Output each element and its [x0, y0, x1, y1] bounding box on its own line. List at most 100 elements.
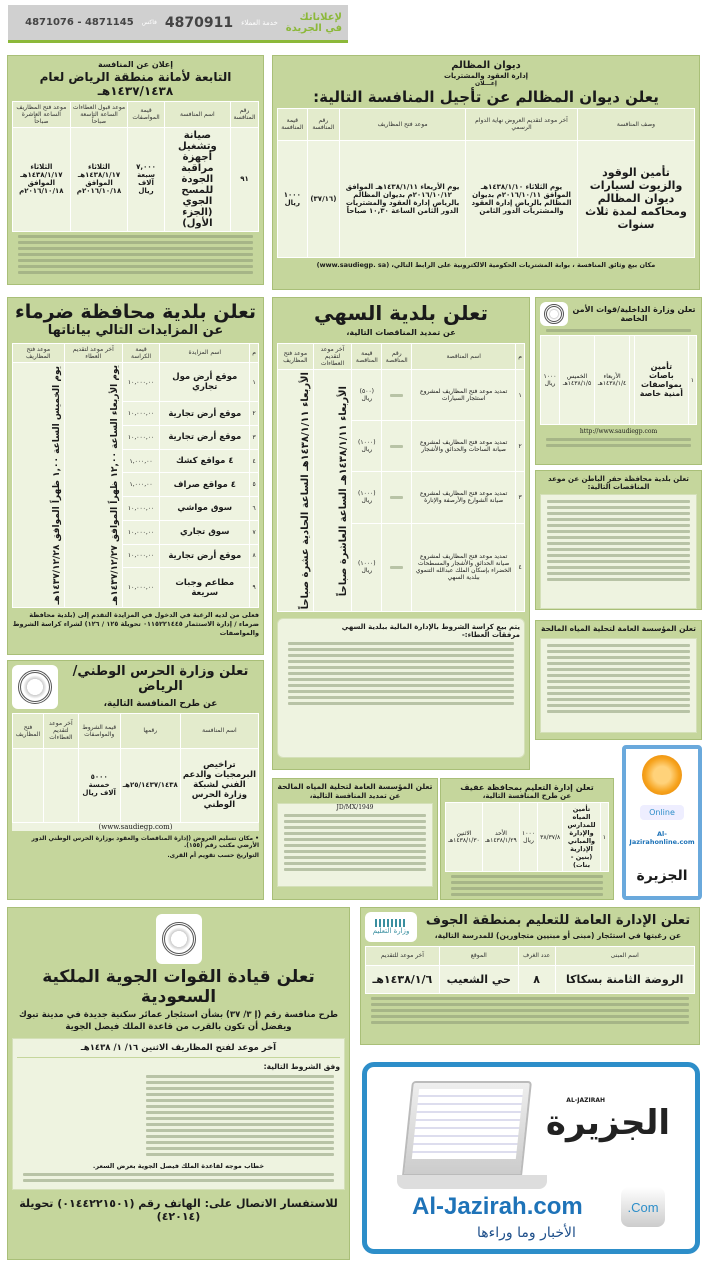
- fax-numbers: 4871145 - 4871076: [25, 17, 134, 28]
- header-row: م اسم المناقصة رقم المناقصة قيمة المناقصة آخ…: [277, 343, 525, 370]
- laptop-icon: [402, 1081, 532, 1176]
- terms-title: يتم بيع كراسة الشروط بالإدارة المالية بب…: [341, 623, 520, 632]
- cell-opening: الأربعاء ١٤٣٨/١/١١هـ الساعة الحادية عشرة…: [277, 368, 314, 613]
- column-header: موعد فتح المظاريف: [277, 343, 314, 370]
- al-jazirah-com-ad[interactable]: AL-JAZIRAH الجزيرة Al-Jazirah.com .Com ا…: [362, 1062, 700, 1254]
- jazirah-logo: الجزيرة: [545, 1103, 670, 1143]
- ad-title: تعلن الإدارة العامة للتعليم بمنطقة الجوف: [425, 912, 691, 928]
- cell-opening: يوم الخميس الساعة ١,٠٠ ظهراً الموافق ١٤٣…: [12, 361, 65, 608]
- calendar-note: التواريخ حسب تقويم أم القرى.: [167, 852, 259, 859]
- column-header: رقم المنافسة: [306, 107, 341, 141]
- cell: ١,٠٠٠,٠٠: [121, 448, 161, 474]
- cell: ١: [599, 802, 610, 873]
- national-guard-emblem-icon: [12, 665, 58, 709]
- column-header: فتح المظاريف: [11, 713, 45, 749]
- org-name: ديوان المظالم: [451, 60, 521, 71]
- portal-link[interactable]: (www.saudiegp.com): [12, 823, 259, 831]
- cell: تمديد موعد فتح المظاريف لمشروع صيانة الش…: [411, 471, 517, 524]
- ad-title: تعلن وزارة الحرس الوطني/ الرياض: [72, 664, 249, 694]
- deadline: الأربعاء ١٤٣٨/١/١١هـ الساعة العاشرة صباح…: [338, 385, 350, 596]
- column-header: آخر موعد للتقديم: [365, 946, 440, 966]
- cell: (٣٧/١٦): [306, 139, 341, 258]
- cell: الأحد ١٤٣٨/١/٢٩هـ: [482, 802, 520, 873]
- cell: ١,٠٠٠,٠٠: [121, 472, 161, 498]
- ad-title: تعلن بلدية محافظة حفر الباطن عن موعد الم…: [548, 475, 689, 492]
- ad-riyadh-amanah: إعلان عن المنافسة التابعة لأمانة منطقة ا…: [7, 55, 264, 285]
- cell: سوق مواشي: [159, 496, 251, 521]
- cell: ٧: [249, 519, 259, 545]
- table-row: ٢ موقع أرض تجارية ١٠,٠٠٠,٠٠: [13, 401, 259, 426]
- ad-national-guard: تعلن وزارة الحرس الوطني/ الرياض عن طرح ا…: [7, 660, 264, 900]
- column-header: قيمة المنافسة: [277, 107, 308, 141]
- cell: ١٠,٠٠٠,٠٠: [121, 361, 161, 403]
- table-row: ١ تمديد موعد فتح المظاريف لمشروع استئجار …: [277, 368, 525, 613]
- table-row: ٣ تمديد موعد فتح المظاريف لمشروع صيانة ال…: [278, 471, 525, 524]
- ad-subtitle-2: ويفضل أن تكون بالقرب من قاعدة الملك فيصل…: [65, 1022, 292, 1033]
- building-table: اسم المبنى عدد الغرف الموقع آخر موعد للتقدي…: [365, 946, 695, 995]
- cell: تأمين المياه للمدارس والإدارة والمباني ا…: [562, 802, 601, 873]
- online-badge: Online: [640, 805, 684, 820]
- ad-title: تعلن وزارة الداخلية/قوات الأمن الخاصة: [572, 304, 696, 323]
- column-header: آخر موعد لتقديم العطاءات: [43, 713, 79, 749]
- column-header: موعد فتح المظاريف: [12, 342, 65, 363]
- cell: يوم الثلاثاء ١٤٣٨/١/١٠هـ الموافق ٢٠١٦/١٠…: [465, 139, 578, 258]
- tender-table: م اسم المناقصة رقم المناقصة قيمة المناقصة آخ…: [277, 343, 525, 613]
- cell: ٥: [249, 472, 259, 498]
- cell: تأمين باصات بمواصفات أمنية خاصة: [634, 335, 689, 425]
- jazirah-online-ad[interactable]: Online Al-Jazirahonline.com الجزيرة: [622, 745, 702, 900]
- service-label: خدمة العملاء: [241, 18, 278, 27]
- cell: [43, 747, 79, 824]
- jazirah-logo: الجزيرة: [636, 868, 688, 884]
- ministry-education-logo: وزارة التعليم: [365, 912, 417, 942]
- cell: ٣٨/٣٧/٨: [537, 802, 564, 873]
- cell: ٤: [515, 522, 525, 613]
- cell: ١: [515, 368, 525, 422]
- dept-name: إدارة العقود والمشتريات: [443, 71, 529, 80]
- cell: ١٠,٠٠٠,٠٠: [121, 519, 161, 545]
- ad-subtitle: عن طرح المنافسة التالية،: [103, 698, 218, 709]
- fax-label: فاكس: [141, 19, 157, 26]
- ad-title: تعلن بلدية محافظة ضرماء: [15, 301, 256, 323]
- cell: [629, 335, 635, 425]
- cell-number: [381, 471, 413, 524]
- cell: مطاعم وجبات سريعة: [159, 567, 251, 608]
- cell: ١: [687, 335, 698, 425]
- table-row: ٩١ صيانة وتشغيل أجهزة مراقبة الجودة للمسح…: [12, 126, 259, 232]
- table-row: ٤ تمديد موعد فتح المظاريف لمشروع صيانة ال…: [278, 522, 525, 613]
- column-header: آخر موعد لتقديم العطاء: [63, 342, 123, 363]
- cell: ١٠٠٠ ريال: [518, 802, 539, 873]
- cell: ١٠,٠٠٠,٠٠: [121, 543, 161, 569]
- cell: ٤: [249, 448, 259, 474]
- column-header: موعد قبول العطاءات الساعة التاسعة صباحاً: [69, 100, 129, 128]
- cell: ٤ مواقع صراف: [159, 472, 251, 498]
- terms-panel: يتم بيع كراسة الشروط بالإدارة المالية بب…: [277, 618, 525, 759]
- cell: ١٠٠٠ ريال: [277, 139, 308, 258]
- table-row: الروضة الثامنة بسكاكا ٨ حي الشعيب ١٤٣٨/١/٦ه…: [365, 964, 695, 995]
- table-row: تراخيص البرمجيات والدعم الفني لشبكة وزار…: [11, 747, 260, 824]
- site-url[interactable]: Al-Jazirah.com: [412, 1193, 583, 1220]
- column-header: قيمة المواصفات: [127, 100, 165, 128]
- cell: ٢٥/١٤٣٧/١٤٣٨هـ: [119, 747, 181, 824]
- cell: ٩: [249, 567, 259, 608]
- portal-link[interactable]: http://www.saudiegp.com: [579, 428, 658, 435]
- cell: ١٤٣٨/١/٦هـ: [365, 964, 440, 995]
- classifieds-header: لإعلاناتك في الجريدة خدمة العملاء 4870911…: [8, 5, 348, 43]
- ad-title: تعلن المؤسسة العامة لتحلية المياه المالح…: [541, 624, 696, 633]
- column-header: اسم المنافسة: [163, 100, 232, 128]
- ad-royal-saudi-air-force: تعلن قيادة القوات الجوية الملكية السعودي…: [7, 907, 350, 1260]
- table-row: ١ موقع أرض مول تجاري ١٠,٠٠٠,٠٠ يوم الأربعاء…: [12, 361, 259, 608]
- cell: ٣: [249, 425, 259, 450]
- cell: الأربعاء ١٤٣٨/١/٤هـ: [594, 335, 630, 425]
- column-header: اسم المناقصة: [411, 343, 517, 370]
- header-row: م اسم المزايدة قيمة الكراسة آخر موعد لتقديم…: [12, 342, 259, 363]
- ad-saline-water-1: تعلن المؤسسة العامة لتحلية المياه المالح…: [535, 620, 702, 740]
- conditions-panel: آخر موعد لفتح المظاريف الاثنين ١٦/ ١/ ١٤…: [12, 1038, 345, 1191]
- tender-table: اسم المنافسة رقمها قيمة الشروط والمواصفات آ…: [11, 713, 260, 824]
- column-header: اسم المزايدة: [159, 342, 251, 363]
- column-header: عدد الغرف: [517, 946, 556, 966]
- orange-icon: [642, 755, 682, 795]
- cell: ١٠,٠٠٠,٠٠: [121, 401, 161, 426]
- column-header: قيمة الشروط والمواصفات: [77, 713, 121, 749]
- ad-title: تعلن إدارة التعليم بمحافظة عفيف: [460, 783, 594, 792]
